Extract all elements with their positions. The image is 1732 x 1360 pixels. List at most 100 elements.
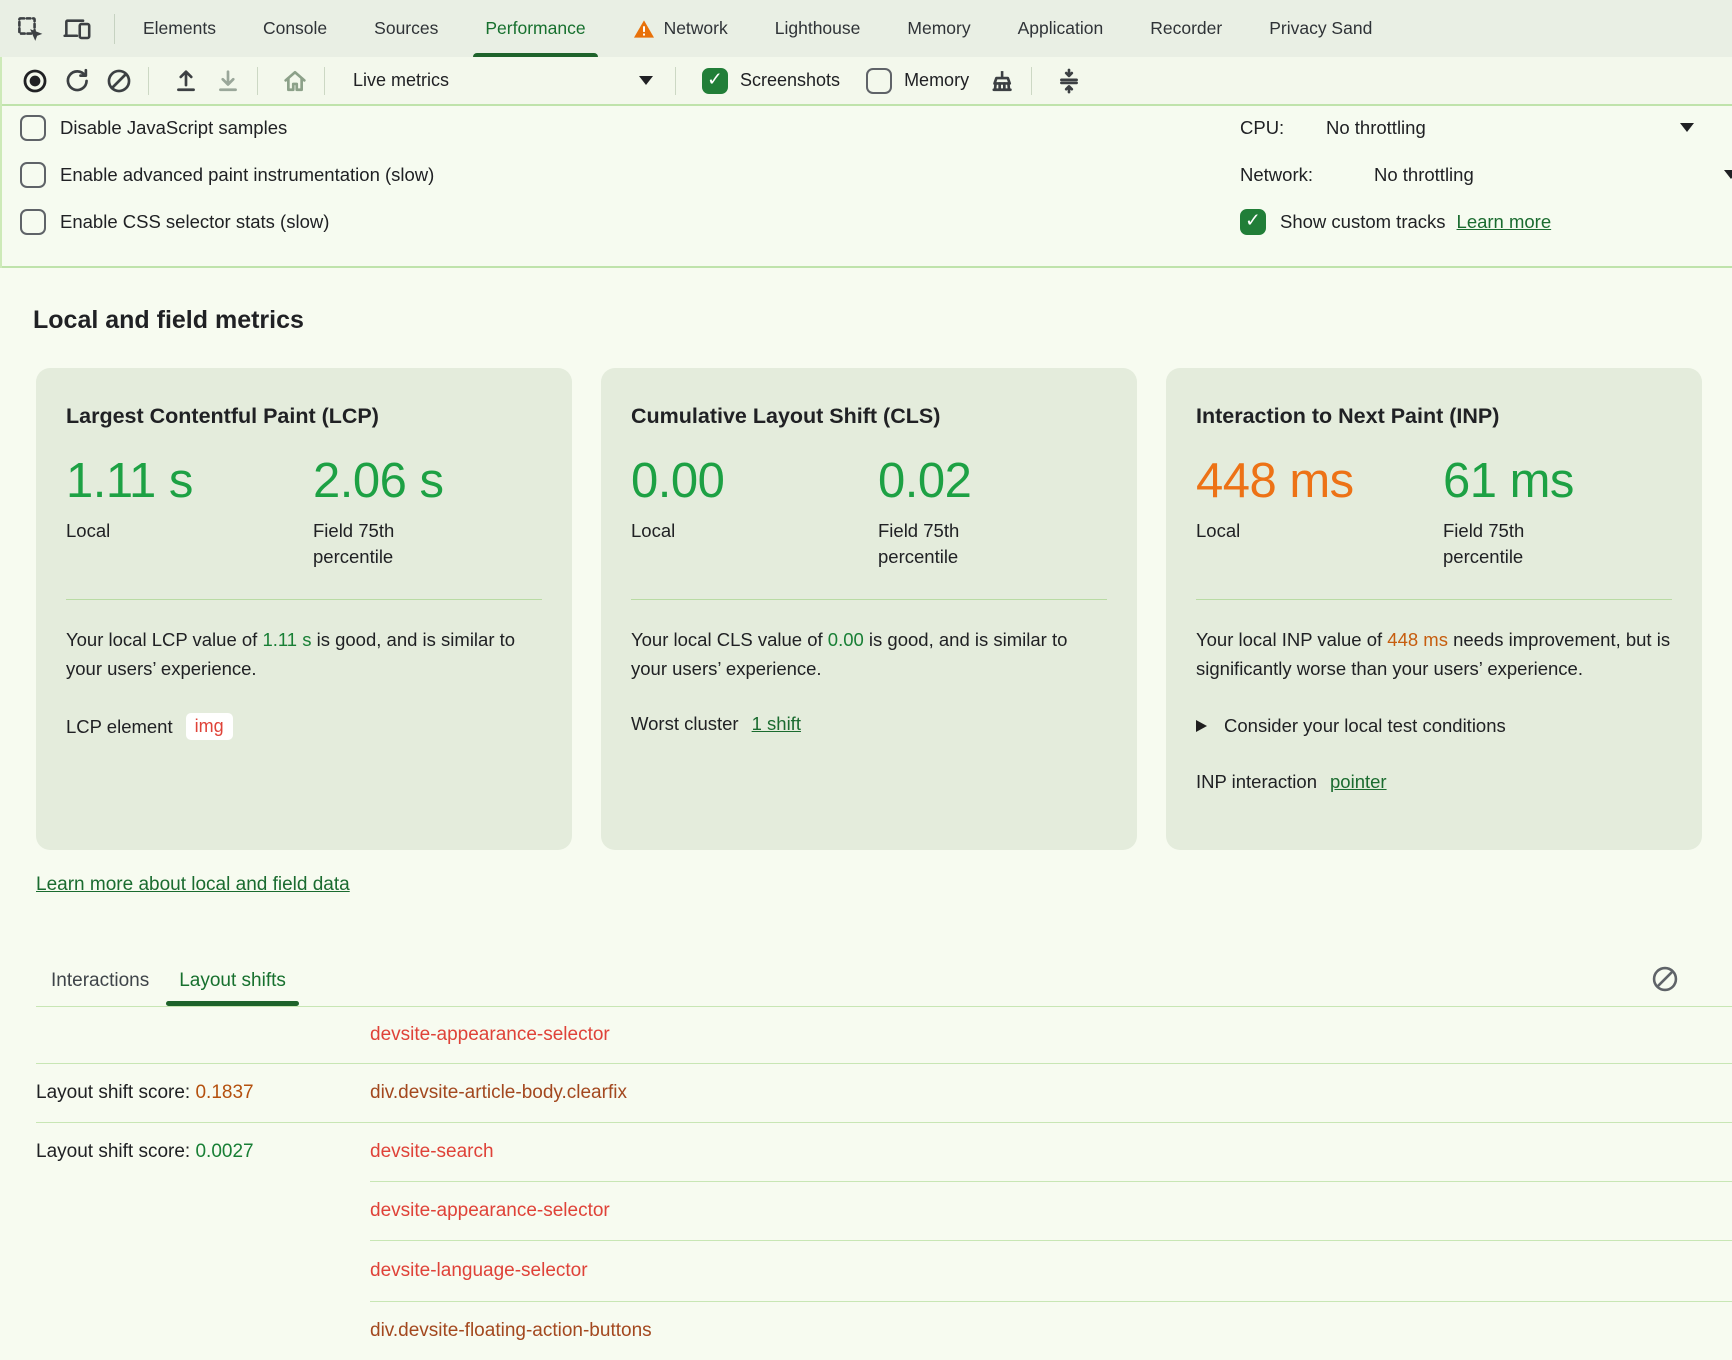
lcp-element-link[interactable]: img bbox=[185, 713, 233, 741]
card-divider bbox=[1196, 599, 1672, 601]
css-selector-stats-row[interactable]: Enable CSS selector stats (slow) bbox=[20, 205, 329, 239]
lcp-element-label: LCP element bbox=[66, 715, 173, 737]
disclosure-triangle-icon bbox=[1196, 720, 1207, 733]
cls-card-title: Cumulative Layout Shift (CLS) bbox=[631, 404, 941, 428]
clear-button[interactable] bbox=[102, 64, 136, 98]
tab-recorder[interactable]: Recorder bbox=[1150, 18, 1223, 38]
row-divider bbox=[36, 1063, 1732, 1064]
shift-element-link[interactable]: devsite-appearance-selector bbox=[370, 1024, 610, 1045]
shift-element-link[interactable]: devsite-language-selector bbox=[370, 1260, 588, 1281]
advanced-paint-checkbox[interactable] bbox=[20, 162, 46, 188]
inspect-element-icon[interactable] bbox=[16, 15, 43, 42]
memory-checkbox-row[interactable]: Memory bbox=[866, 67, 969, 94]
shift-row: div.devsite-floating-action-buttons bbox=[0, 1302, 1732, 1360]
worst-cluster-link[interactable]: 1 shift bbox=[751, 713, 801, 735]
inp-local-value: 448 ms bbox=[1196, 454, 1354, 508]
clear-log-icon[interactable] bbox=[1650, 964, 1680, 994]
card-divider bbox=[66, 599, 542, 601]
tab-console[interactable]: Console bbox=[262, 18, 328, 38]
cls-field-value: 0.02 bbox=[878, 454, 972, 508]
screenshots-checkbox-row[interactable]: Screenshots bbox=[702, 67, 840, 94]
disable-js-samples-checkbox[interactable] bbox=[20, 115, 46, 141]
shift-element-link[interactable]: devsite-search bbox=[370, 1141, 494, 1162]
tab-layout-shifts[interactable]: Layout shifts bbox=[164, 970, 301, 1006]
toolbar-separator bbox=[257, 66, 258, 95]
custom-tracks-checkbox[interactable] bbox=[1240, 209, 1266, 235]
screenshots-checkbox[interactable] bbox=[702, 67, 728, 94]
tab-performance[interactable]: Performance bbox=[473, 0, 598, 57]
lcp-card: Largest Contentful Paint (LCP) 1.11 s Lo… bbox=[36, 368, 572, 850]
inp-description: Your local INP value of 448 ms needs imp… bbox=[1196, 629, 1671, 679]
network-throttling-row: Network: No throttling bbox=[1240, 158, 1732, 192]
custom-tracks-learn-more-link[interactable]: Learn more bbox=[1456, 211, 1552, 232]
inp-card-title: Interaction to Next Paint (INP) bbox=[1196, 404, 1500, 428]
tab-interactions[interactable]: Interactions bbox=[51, 970, 150, 991]
shift-row: devsite-appearance-selector bbox=[0, 1007, 1732, 1063]
memory-checkbox[interactable] bbox=[866, 67, 893, 94]
inp-field-value: 61 ms bbox=[1443, 454, 1574, 508]
shift-element-link[interactable]: devsite-appearance-selector bbox=[370, 1200, 610, 1221]
live-metrics-view: Local and field metrics Largest Contentf… bbox=[0, 268, 1732, 1341]
shift-score-value: 0.0027 bbox=[195, 1141, 254, 1162]
live-metrics-dropdown[interactable]: Live metrics bbox=[343, 64, 663, 98]
lcp-card-title: Largest Contentful Paint (LCP) bbox=[66, 404, 379, 428]
toolbar-separator bbox=[114, 13, 115, 44]
garbage-collect-icon[interactable] bbox=[985, 64, 1019, 98]
cpu-throttling-select[interactable]: No throttling bbox=[1326, 117, 1426, 138]
warning-icon bbox=[633, 19, 655, 39]
cls-local-label: Local bbox=[631, 520, 676, 541]
active-tab-underline bbox=[473, 53, 598, 57]
toolbar-separator bbox=[1031, 66, 1033, 95]
toolbar-separator bbox=[675, 66, 676, 95]
cls-field-label: Field 75th percentile bbox=[878, 520, 960, 567]
card-divider bbox=[631, 599, 1107, 601]
tab-sources[interactable]: Sources bbox=[374, 18, 439, 38]
performance-toolbar: Live metrics Screenshots Memory bbox=[0, 57, 1732, 106]
cls-local-value: 0.00 bbox=[631, 454, 725, 508]
local-test-conditions-disclosure[interactable]: Consider your local test conditions bbox=[1196, 715, 1672, 737]
tab-application[interactable]: Application bbox=[1017, 18, 1104, 38]
shift-element-link[interactable]: div.devsite-article-body.clearfix bbox=[370, 1082, 627, 1103]
inp-interaction-label: INP interaction bbox=[1196, 771, 1317, 793]
toolbar-separator bbox=[324, 66, 325, 95]
lcp-local-label: Local bbox=[66, 520, 111, 541]
shift-element-link[interactable]: div.devsite-floating-action-buttons bbox=[370, 1320, 652, 1341]
advanced-paint-row[interactable]: Enable advanced paint instrumentation (s… bbox=[20, 158, 434, 192]
shift-score-label: Layout shift score: bbox=[36, 1082, 196, 1103]
tab-elements[interactable]: Elements bbox=[143, 18, 216, 38]
disable-js-samples-row[interactable]: Disable JavaScript samples bbox=[20, 111, 287, 145]
row-divider-indented bbox=[370, 1181, 1732, 1182]
home-icon[interactable] bbox=[278, 64, 312, 98]
inp-card: Interaction to Next Paint (INP) 448 ms L… bbox=[1166, 368, 1702, 850]
collapse-panel-icon[interactable] bbox=[1052, 64, 1086, 98]
tab-lighthouse[interactable]: Lighthouse bbox=[774, 18, 861, 38]
lcp-local-value: 1.11 s bbox=[66, 454, 193, 508]
tab-network[interactable]: Network bbox=[633, 0, 728, 57]
chevron-down-icon[interactable] bbox=[1724, 170, 1732, 179]
active-tab-underline bbox=[166, 1001, 299, 1006]
device-toolbar-icon[interactable] bbox=[63, 15, 92, 42]
save-profile-icon[interactable] bbox=[211, 64, 245, 98]
learn-more-field-data-link[interactable]: Learn more about local and field data bbox=[36, 874, 350, 895]
tab-privacy-sandbox[interactable]: Privacy Sand bbox=[1269, 18, 1373, 38]
cls-description: Your local CLS value of 0.00 is good, an… bbox=[631, 629, 1068, 679]
lcp-field-label: Field 75th percentile bbox=[313, 520, 395, 567]
css-selector-stats-checkbox[interactable] bbox=[20, 209, 46, 235]
inp-local-label: Local bbox=[1196, 520, 1241, 541]
network-throttling-select[interactable]: No throttling bbox=[1374, 164, 1474, 185]
row-divider bbox=[36, 1006, 1732, 1007]
inp-field-label: Field 75th percentile bbox=[1443, 520, 1525, 567]
custom-tracks-row: Show custom tracks Learn more bbox=[1240, 205, 1551, 239]
record-button[interactable] bbox=[18, 64, 52, 98]
capture-settings: Disable JavaScript samples Enable advanc… bbox=[0, 106, 1732, 268]
lcp-field-value: 2.06 s bbox=[313, 454, 444, 508]
tab-memory[interactable]: Memory bbox=[907, 18, 971, 38]
worst-cluster-label: Worst cluster bbox=[631, 713, 739, 735]
chevron-down-icon[interactable] bbox=[1680, 123, 1694, 132]
row-divider-indented bbox=[370, 1240, 1732, 1241]
load-profile-icon[interactable] bbox=[169, 64, 203, 98]
metric-cards: Largest Contentful Paint (LCP) 1.11 s Lo… bbox=[36, 368, 1702, 850]
inp-interaction-link[interactable]: pointer bbox=[1330, 771, 1387, 793]
page-title: Local and field metrics bbox=[33, 306, 304, 334]
record-and-reload-button[interactable] bbox=[60, 64, 94, 98]
